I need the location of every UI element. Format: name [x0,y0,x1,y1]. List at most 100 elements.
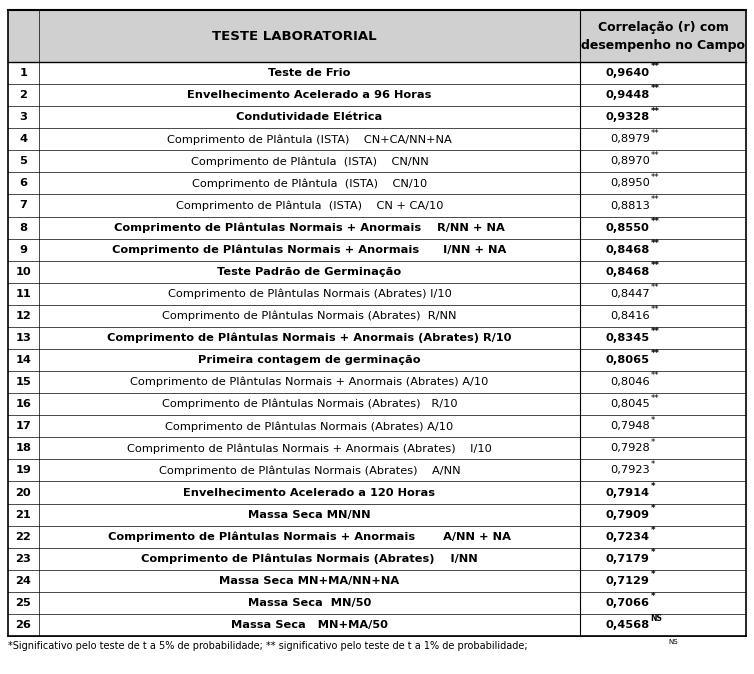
Text: 0,7914: 0,7914 [605,487,650,497]
Text: NS: NS [651,614,663,623]
Bar [580,614,746,636]
Text: 0,8979: 0,8979 [610,134,650,144]
Text: *: * [651,482,655,491]
Bar [580,437,746,460]
Text: 24: 24 [16,576,32,586]
Text: Comprimento de Plântula  (ISTA)    CN + CA/10: Comprimento de Plântula (ISTA) CN + CA/1… [176,200,443,211]
Text: 0,7948: 0,7948 [610,421,650,431]
Text: **: ** [651,63,660,71]
Bar [8,570,39,592]
Bar [39,526,580,548]
Text: 3: 3 [20,112,27,122]
Text: 16: 16 [16,399,32,409]
Text: 20: 20 [16,487,32,497]
Text: *: * [651,416,655,425]
Text: Envelhecimento Acelerado a 120 Horas: Envelhecimento Acelerado a 120 Horas [183,487,436,497]
Bar [8,84,39,106]
Text: 0,7129: 0,7129 [605,576,650,586]
Text: 0,8046: 0,8046 [610,377,650,387]
Bar [580,239,746,261]
Bar [8,283,39,305]
Text: Teste de Frio: Teste de Frio [268,68,351,78]
Bar [580,216,746,239]
Text: Massa Seca   MN+MA/50: Massa Seca MN+MA/50 [231,620,388,630]
Text: 4: 4 [20,134,27,144]
Bar [580,261,746,283]
Text: **: ** [651,305,659,314]
Text: Comprimento de Plântulas Normais + Anormais    R/NN + NA: Comprimento de Plântulas Normais + Anorm… [114,222,505,233]
Bar [580,195,746,216]
Text: **: ** [651,371,659,380]
Bar [39,592,580,614]
Text: 5: 5 [20,156,27,166]
Bar [8,62,39,84]
Text: TESTE LABORATORIAL: TESTE LABORATORIAL [212,30,376,42]
Bar [39,195,580,216]
Bar [8,261,39,283]
Text: Comprimento de Plântula (ISTA)    CN+CA/NN+NA: Comprimento de Plântula (ISTA) CN+CA/NN+… [167,134,452,144]
Text: 0,9448: 0,9448 [605,90,650,100]
Text: *: * [651,570,655,579]
Bar [39,503,580,526]
Bar [580,84,746,106]
Text: Comprimento de Plântulas Normais + Anormais       A/NN + NA: Comprimento de Plântulas Normais + Anorm… [108,531,511,542]
Bar [8,393,39,415]
Text: 1: 1 [20,68,27,78]
Text: **: ** [651,217,660,226]
Text: NS: NS [669,639,678,645]
Text: Comprimento de Plântulas Normais (Abrates)  R/NN: Comprimento de Plântulas Normais (Abrate… [162,311,457,321]
Text: Condutividade Elétrica: Condutividade Elétrica [236,112,382,122]
Text: *: * [651,526,655,535]
Bar [580,305,746,327]
Bar [8,106,39,128]
Bar [39,460,580,481]
Bar [8,305,39,327]
Text: 0,7234: 0,7234 [605,532,650,542]
Text: 0,8416: 0,8416 [610,311,650,321]
Text: 10: 10 [16,267,32,277]
Bar [580,503,746,526]
Bar [580,393,746,415]
Text: 0,8468: 0,8468 [605,267,650,277]
Bar [580,150,746,173]
Text: 0,8550: 0,8550 [605,222,650,233]
Text: Comprimento de Plântulas Normais + Anormais (Abrates) R/10: Comprimento de Plântulas Normais + Anorm… [107,333,512,343]
Bar [39,437,580,460]
Text: 12: 12 [16,311,32,321]
Text: 25: 25 [16,598,32,608]
Bar [39,128,580,150]
Text: 19: 19 [16,466,32,475]
Text: **: ** [651,328,660,336]
Bar [580,481,746,503]
Bar [39,283,580,305]
Bar [8,592,39,614]
Text: 0,7066: 0,7066 [605,598,650,608]
Text: 6: 6 [20,179,27,189]
Bar [8,349,39,371]
Bar [8,195,39,216]
Text: 0,7179: 0,7179 [605,554,650,563]
Text: 2: 2 [20,90,27,100]
Text: Comprimento de Plântulas Normais (Abrates) I/10: Comprimento de Plântulas Normais (Abrate… [167,288,452,299]
Bar [39,548,580,570]
Text: *: * [651,437,655,447]
Bar [8,216,39,239]
Text: 0,8065: 0,8065 [605,355,650,365]
Bar [580,349,746,371]
Bar [8,614,39,636]
Text: 18: 18 [16,443,32,454]
Text: **: ** [651,84,660,94]
Text: Comprimento de Plântulas Normais + Anormais (Abrates)    I/10: Comprimento de Plântulas Normais + Anorm… [127,443,492,454]
Text: Massa Seca  MN/50: Massa Seca MN/50 [248,598,371,608]
Text: 22: 22 [16,532,32,542]
Text: 8: 8 [20,222,27,233]
Text: **: ** [651,239,660,248]
Text: 0,7909: 0,7909 [605,510,650,520]
Bar [8,371,39,393]
Text: Comprimento de Plântulas Normais (Abrates)   R/10: Comprimento de Plântulas Normais (Abrate… [161,399,457,409]
Bar [39,371,580,393]
Text: 0,8950: 0,8950 [610,179,650,189]
Text: Comprimento de Plântula  (ISTA)    CN/10: Comprimento de Plântula (ISTA) CN/10 [192,178,427,189]
Text: **: ** [651,106,660,115]
Text: **: ** [651,129,659,137]
